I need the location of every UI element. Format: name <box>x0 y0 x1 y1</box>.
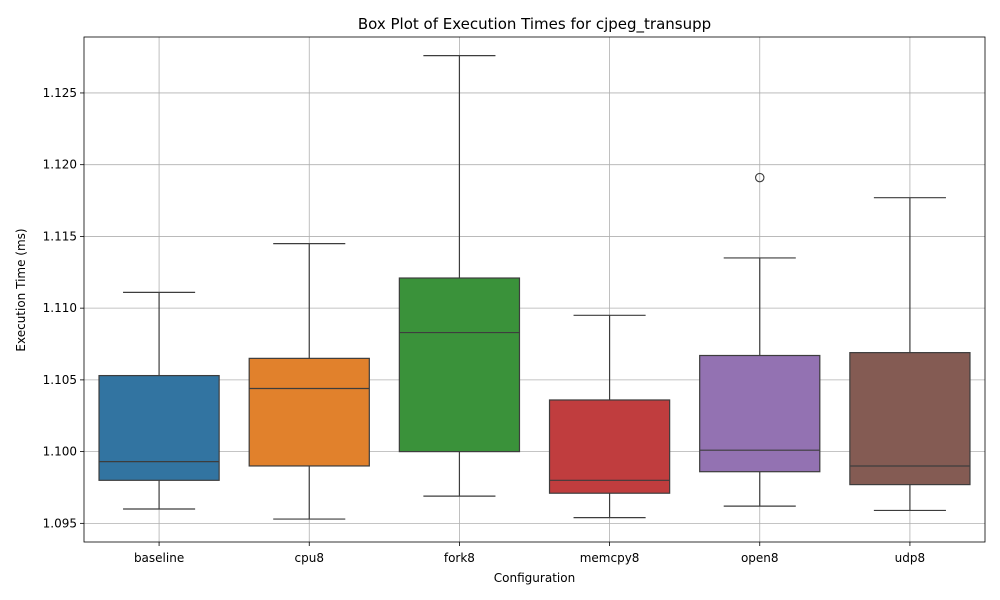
box-cpu8 <box>248 242 370 520</box>
iqr-box <box>548 399 671 494</box>
boxes <box>98 55 971 520</box>
y-tick-label: 1.105 <box>43 373 77 387</box>
box-udp8 <box>849 197 971 512</box>
iqr-box <box>398 277 521 453</box>
x-tick-label-cpu8: cpu8 <box>295 551 324 565</box>
y-tick-label: 1.125 <box>43 86 77 100</box>
iqr-box <box>849 352 971 486</box>
y-tick-label: 1.120 <box>43 158 77 172</box>
x-tick-label-udp8: udp8 <box>895 551 925 565</box>
iqr-box <box>248 357 370 467</box>
ticks: 1.095 1.100 1.105 1.110 1.115 1.120 1.125 basel… <box>43 86 926 565</box>
x-tick-label-fork8: fork8 <box>444 551 475 565</box>
outlier-point <box>754 172 765 183</box>
y-tick-label: 1.110 <box>43 301 77 315</box>
x-tick-label-memcpy8: memcpy8 <box>580 551 640 565</box>
y-tick-label: 1.115 <box>43 229 77 243</box>
y-tick-label: 1.095 <box>43 516 77 530</box>
chart-title: Box Plot of Execution Times for cjpeg_tr… <box>358 15 711 34</box>
y-axis-label: Execution Time (ms) <box>14 228 28 351</box>
x-axis-label: Configuration <box>494 571 575 585</box>
iqr-box <box>699 354 821 473</box>
box-fork8 <box>398 55 521 497</box>
x-tick-label-baseline: baseline <box>134 551 184 565</box>
box-open8 <box>699 172 821 507</box>
box-baseline <box>98 291 220 510</box>
plot-frame <box>83 36 986 543</box>
iqr-box <box>98 374 220 481</box>
y-tick-label: 1.100 <box>43 445 77 459</box>
x-tick-label-open8: open8 <box>741 551 779 565</box>
box-memcpy8 <box>548 314 671 519</box>
